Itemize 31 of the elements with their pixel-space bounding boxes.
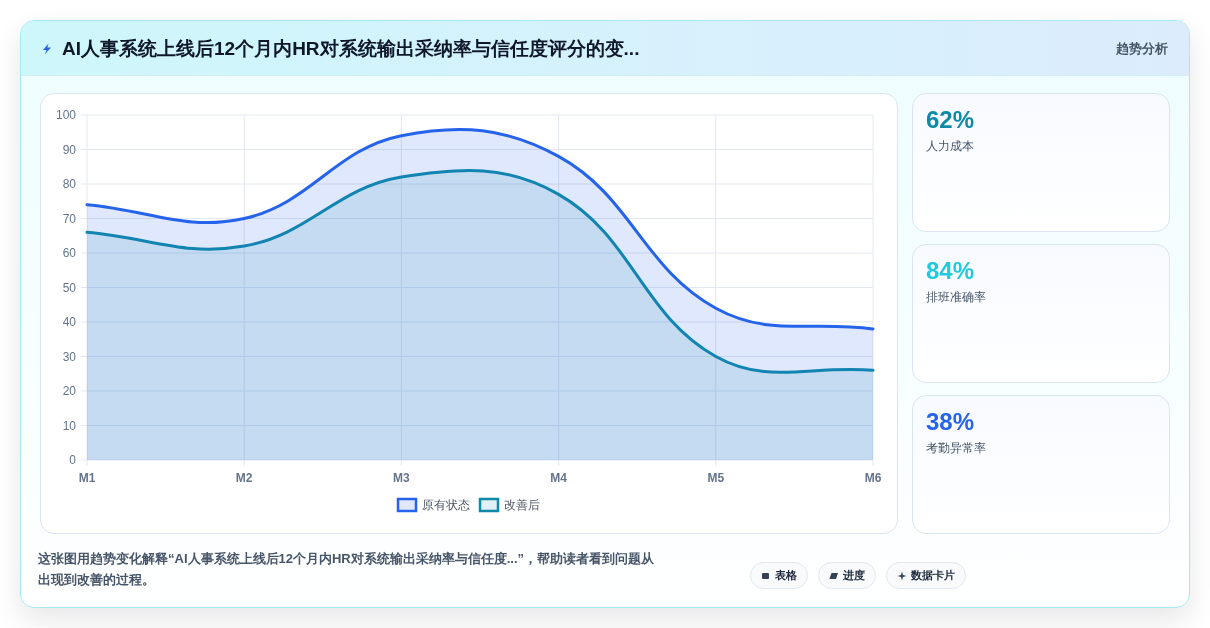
y-tick-label: 30 bbox=[62, 349, 77, 364]
x-tick-label: M1 bbox=[78, 471, 96, 485]
x-tick-label: M6 bbox=[864, 471, 882, 485]
x-tick-label: M2 bbox=[235, 471, 253, 485]
y-tick-label: 0 bbox=[69, 453, 77, 467]
text: 考勤异常率 bbox=[926, 440, 986, 456]
y-tick-label: 10 bbox=[62, 418, 77, 433]
y-tick-label: 50 bbox=[62, 280, 77, 295]
text: 数据卡片 bbox=[911, 568, 955, 583]
text: 这张图用趋势变化解释“AI人事系统上线后12个月内HR对系统输出采纳率与信任度...”，帮助读者看到问题从出现到改善的过程。 bbox=[38, 550, 656, 589]
y-tick-label: 60 bbox=[62, 246, 77, 260]
text: 84% bbox=[926, 256, 975, 286]
text: 62% bbox=[926, 105, 975, 135]
y-tick-label: 40 bbox=[62, 315, 77, 329]
y-tick-label: 80 bbox=[62, 177, 77, 191]
legend-label: 改善后 bbox=[504, 498, 540, 512]
text: 进度 bbox=[843, 568, 865, 583]
y-tick-label: 90 bbox=[62, 142, 77, 157]
chart-title: AI人事系统上线后12个月内HR对系统输出采纳率与信任度评分的变... bbox=[62, 37, 640, 61]
text: 表格 bbox=[775, 568, 797, 583]
text: 排班准确率 bbox=[926, 289, 986, 305]
y-tick-label: 100 bbox=[55, 108, 77, 122]
x-tick-label: M3 bbox=[393, 471, 411, 485]
x-tick-label: M4 bbox=[550, 471, 568, 485]
y-tick-label: 70 bbox=[62, 211, 77, 226]
text: 38% bbox=[926, 407, 975, 437]
x-tick-label: M5 bbox=[707, 471, 725, 485]
text: 人力成本 bbox=[926, 138, 974, 154]
legend-label: 原有状态 bbox=[422, 498, 470, 512]
text: 趋势分析 bbox=[1116, 40, 1168, 58]
y-tick-label: 20 bbox=[62, 384, 77, 398]
